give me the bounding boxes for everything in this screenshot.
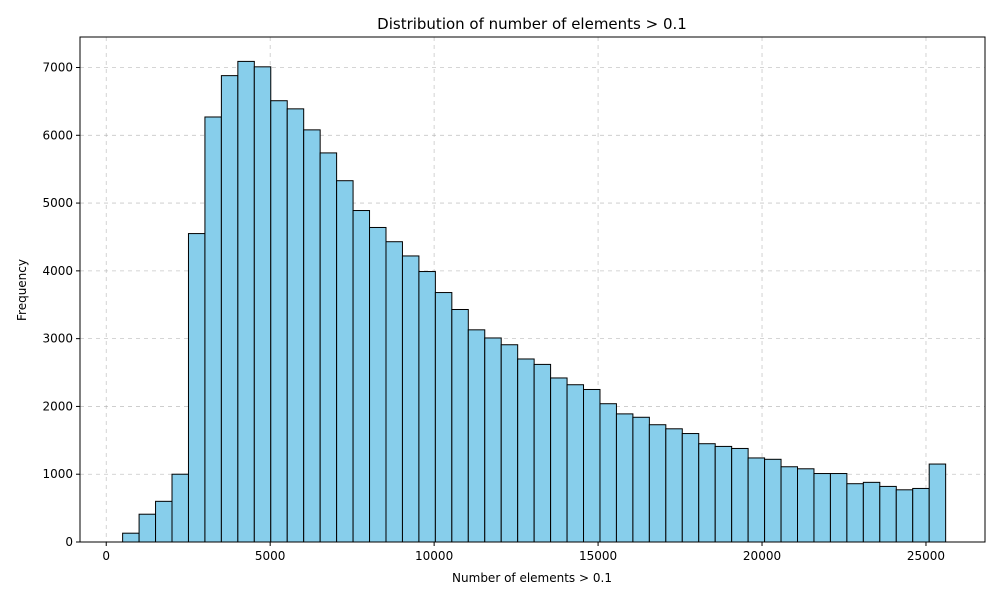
- histogram-bar: [714, 445, 733, 543]
- y-tick-label: 5000: [42, 196, 73, 210]
- histogram-bar: [583, 388, 601, 543]
- histogram-bar: [698, 443, 716, 543]
- histogram-bar: [566, 384, 585, 543]
- histogram-bar: [648, 424, 667, 543]
- histogram-bar: [895, 489, 914, 543]
- histogram-bar: [764, 458, 782, 543]
- histogram-bar: [928, 463, 947, 543]
- x-axis-label: Number of elements > 0.1: [452, 571, 612, 585]
- x-tick-label: 5000: [255, 549, 286, 563]
- histogram-bar: [813, 473, 831, 543]
- histogram-bar: [155, 500, 173, 543]
- histogram-bar: [533, 363, 552, 543]
- histogram-bar: [829, 473, 848, 543]
- histogram-bar: [253, 66, 272, 543]
- histogram-bar: [550, 377, 568, 543]
- y-tick-label: 4000: [42, 264, 73, 278]
- histogram-bar: [385, 241, 403, 543]
- histogram-bar: [286, 108, 305, 543]
- x-tick-label: 10000: [415, 549, 453, 563]
- histogram-bar: [632, 416, 650, 543]
- histogram-bar: [336, 180, 354, 543]
- histogram-bar: [451, 308, 469, 543]
- histogram-bar: [747, 457, 766, 543]
- histogram-bar: [846, 483, 864, 543]
- histogram-bar: [467, 329, 486, 543]
- histogram-bar: [122, 532, 140, 543]
- bars: [122, 60, 947, 543]
- histogram-bar: [270, 100, 288, 543]
- x-axis-ticks: 0 5000 10000 15000 20000 25000: [102, 542, 945, 563]
- histogram-bar: [912, 487, 930, 543]
- histogram-bar: [879, 485, 897, 543]
- histogram-bar: [500, 344, 519, 543]
- x-tick-label: 20000: [743, 549, 781, 563]
- histogram-bar: [615, 413, 634, 543]
- histogram-bar: [319, 152, 338, 543]
- histogram-bar: [434, 292, 453, 543]
- histogram-bar: [369, 226, 387, 543]
- y-tick-label: 2000: [42, 399, 73, 413]
- x-tick-label: 25000: [907, 549, 945, 563]
- histogram-bar: [681, 433, 700, 543]
- histogram-bar: [484, 337, 502, 543]
- histogram-bar: [401, 255, 420, 543]
- histogram-bar: [237, 60, 255, 543]
- histogram-bar: [418, 271, 436, 543]
- chart-title: Distribution of number of elements > 0.1: [377, 15, 687, 33]
- y-tick-label: 7000: [42, 61, 73, 75]
- histogram-bar: [352, 210, 371, 543]
- histogram-bar: [517, 358, 535, 543]
- histogram-bar: [138, 513, 157, 543]
- y-tick-label: 1000: [42, 467, 73, 481]
- histogram-bar: [780, 466, 799, 543]
- histogram-bar: [204, 116, 222, 543]
- x-tick-label: 15000: [579, 549, 617, 563]
- histogram-bar: [665, 428, 683, 543]
- histogram-bar: [303, 129, 321, 543]
- y-tick-label: 3000: [42, 332, 73, 346]
- histogram-bar: [187, 233, 206, 543]
- x-tick-label: 0: [102, 549, 110, 563]
- histogram-bar: [797, 468, 815, 543]
- histogram-bar: [862, 481, 881, 543]
- y-axis-ticks: 0 1000 2000 3000 4000 5000 6000 7000: [42, 61, 80, 549]
- y-tick-label: 6000: [42, 128, 73, 142]
- y-tick-label: 0: [65, 535, 73, 549]
- histogram-bar: [220, 75, 239, 543]
- histogram-bar: [599, 403, 617, 543]
- y-axis-label: Frequency: [15, 259, 29, 321]
- histogram-bar: [171, 473, 189, 543]
- plot-frame: [79, 36, 986, 543]
- histogram-bar: [731, 447, 749, 543]
